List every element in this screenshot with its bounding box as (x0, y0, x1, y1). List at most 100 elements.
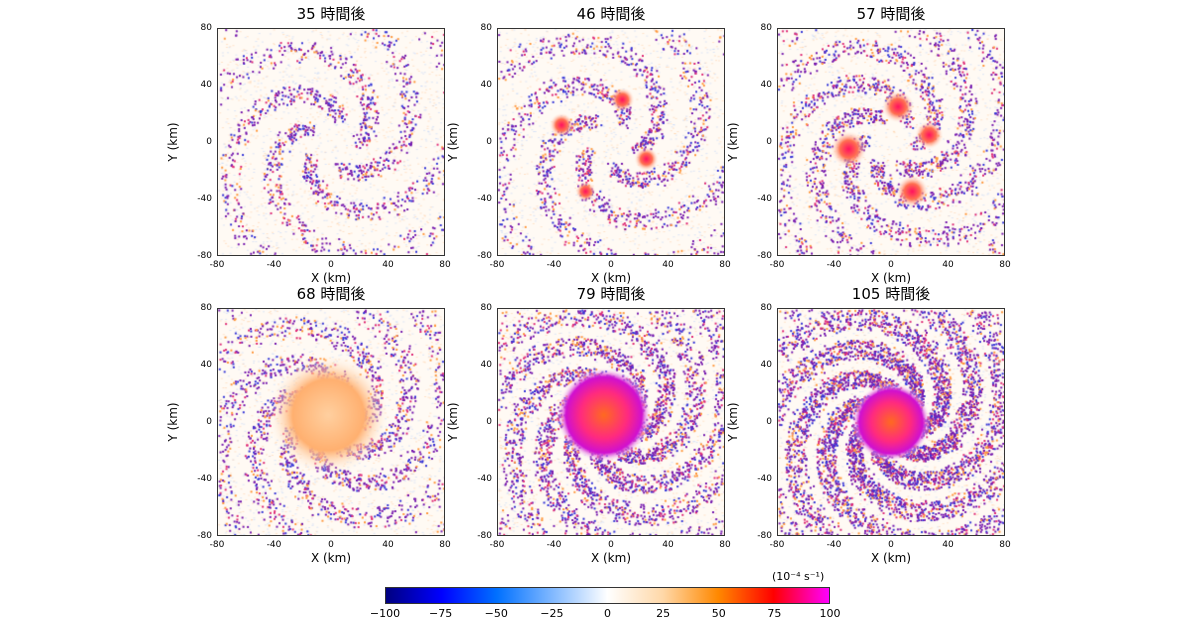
x-tick-label: -80 (209, 260, 225, 270)
y-tick-label: -40 (757, 194, 772, 204)
panel-title: 35 時間後 (296, 5, 366, 23)
panel-35h: 35 時間後 -80 -40 0 40 80 80 40 0 -40 -80 X (km) Y (km) (166, 5, 451, 285)
colorbar-tick-label: 25 (656, 607, 671, 620)
vorticity-field (497, 308, 725, 536)
x-tick-label: -80 (769, 540, 785, 550)
y-tick-label: -80 (197, 531, 212, 541)
colorbar-tick-label: 50 (711, 607, 726, 620)
x-tick-label: -40 (546, 260, 562, 270)
x-axis-label: X (km) (310, 551, 352, 565)
y-tick-label: 40 (480, 360, 492, 370)
y-tick-label: -80 (197, 251, 212, 261)
x-axis-label: X (km) (870, 271, 912, 285)
y-tick-label: -40 (757, 474, 772, 484)
y-tick-label: 80 (200, 23, 212, 33)
colorbar-tick-label: 100 (819, 607, 841, 620)
y-tick-label: 0 (206, 137, 212, 147)
x-tick-label: 40 (382, 260, 394, 270)
y-tick-label: 80 (480, 303, 492, 313)
panel-79h: 79 時間後 -80 -40 0 40 80 80 40 0 -40 -80 X (km) Y (km) (446, 285, 731, 565)
vorticity-field (497, 28, 725, 256)
y-tick-label: -40 (477, 194, 492, 204)
colorbar-tick-label: −100 (369, 607, 401, 620)
y-tick-label: 0 (206, 417, 212, 427)
y-tick-label: 80 (480, 23, 492, 33)
x-tick-label: -40 (266, 260, 282, 270)
y-tick-label: 40 (760, 360, 772, 370)
panel-title: 79 時間後 (576, 285, 646, 303)
x-tick-label: 80 (999, 540, 1011, 550)
y-tick-label: 40 (480, 80, 492, 90)
y-tick-label: 0 (766, 137, 772, 147)
x-tick-label: 80 (439, 260, 451, 270)
x-tick-label: 0 (888, 540, 894, 550)
y-tick-label: 40 (200, 360, 212, 370)
y-axis-label: Y (km) (446, 122, 460, 162)
vorticity-field (217, 28, 445, 256)
colorbar-tick-label: −25 (540, 607, 564, 620)
x-axis-label: X (km) (590, 551, 632, 565)
panel-title: 68 時間後 (296, 285, 366, 303)
x-tick-label: -40 (546, 540, 562, 550)
y-tick-label: -80 (477, 531, 492, 541)
y-axis-label: Y (km) (166, 402, 180, 442)
y-axis-label: Y (km) (726, 402, 740, 442)
x-axis-label: X (km) (590, 271, 632, 285)
y-axis-label: Y (km) (166, 122, 180, 162)
colorbar-tick-label: 0 (604, 607, 611, 620)
x-tick-label: 80 (719, 260, 731, 270)
x-tick-label: -80 (209, 540, 225, 550)
x-tick-label: -40 (266, 540, 282, 550)
x-axis-label: X (km) (870, 551, 912, 565)
x-tick-label: -80 (489, 540, 505, 550)
y-tick-label: 0 (486, 137, 492, 147)
x-tick-label: 80 (719, 540, 731, 550)
panel-title: 57 時間後 (856, 5, 926, 23)
y-tick-label: -40 (197, 474, 212, 484)
y-tick-label: -40 (197, 194, 212, 204)
x-tick-label: 0 (328, 540, 334, 550)
y-axis-label: Y (km) (446, 402, 460, 442)
x-tick-label: -40 (826, 540, 842, 550)
colorbar-tick-label: −75 (429, 607, 453, 620)
vorticity-field (217, 308, 445, 536)
x-tick-label: -80 (489, 260, 505, 270)
vorticity-field (777, 308, 1005, 536)
y-tick-label: 0 (486, 417, 492, 427)
colorbar-tick-label: −50 (484, 607, 508, 620)
y-tick-label: -40 (477, 474, 492, 484)
colorbar-unit: (10⁻⁴ s⁻¹) (772, 570, 825, 583)
x-tick-label: 0 (888, 260, 894, 270)
x-tick-label: 80 (439, 540, 451, 550)
x-tick-label: 40 (662, 260, 674, 270)
vorticity-field (777, 28, 1005, 256)
y-tick-label: 80 (760, 23, 772, 33)
x-tick-label: 0 (328, 260, 334, 270)
y-tick-label: -80 (477, 251, 492, 261)
y-tick-label: 80 (200, 303, 212, 313)
x-axis-label: X (km) (310, 271, 352, 285)
x-tick-label: 40 (662, 540, 674, 550)
panel-57h: 57 時間後 -80 -40 0 40 80 80 40 0 -40 -80 X (km) Y (km) (726, 5, 1011, 285)
panel-46h: 46 時間後 -80 -40 0 40 80 80 40 0 -40 -80 X (km) Y (km) (446, 5, 731, 285)
panel-title: 105 時間後 (851, 285, 931, 303)
x-tick-label: 0 (608, 260, 614, 270)
colorbar-tick-label: 75 (767, 607, 782, 620)
panel-title: 46 時間後 (576, 5, 646, 23)
panel-68h: 68 時間後 -80 -40 0 40 80 80 40 0 -40 -80 X (km) Y (km) (166, 285, 451, 565)
x-tick-label: 40 (382, 540, 394, 550)
y-tick-label: -80 (757, 251, 772, 261)
x-tick-label: -80 (769, 260, 785, 270)
panel-105h: 105 時間後 -80 -40 0 40 80 80 40 0 -40 -80 X (km) Y (km… (726, 285, 1011, 565)
y-tick-label: 0 (766, 417, 772, 427)
colorbar (385, 587, 830, 604)
x-tick-label: -40 (826, 260, 842, 270)
y-tick-label: 80 (760, 303, 772, 313)
x-tick-label: 40 (942, 540, 954, 550)
x-tick-label: 40 (942, 260, 954, 270)
x-tick-label: 0 (608, 540, 614, 550)
y-axis-label: Y (km) (726, 122, 740, 162)
y-tick-label: -80 (757, 531, 772, 541)
y-tick-label: 40 (760, 80, 772, 90)
y-tick-label: 40 (200, 80, 212, 90)
